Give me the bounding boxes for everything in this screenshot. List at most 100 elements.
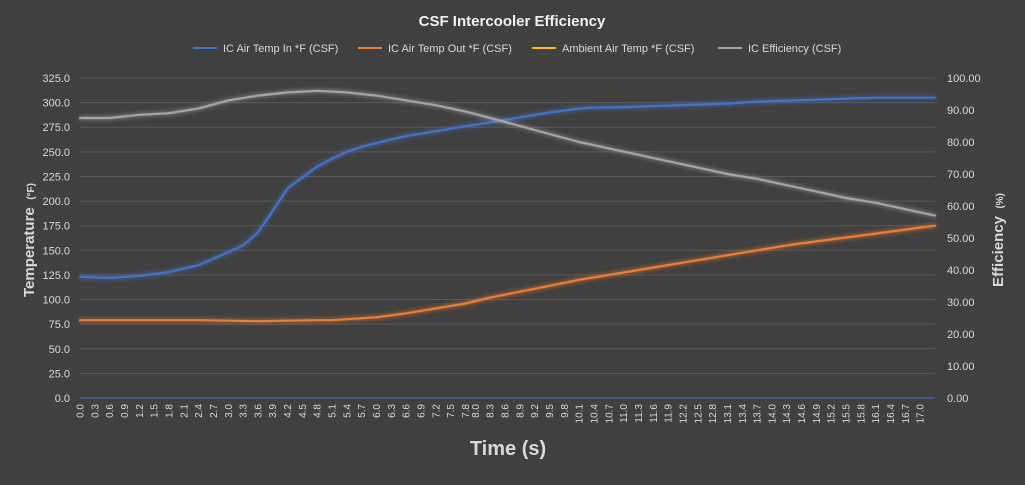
- x-tick-label: 13.1: [723, 404, 734, 424]
- x-tick-label: 13.4: [738, 404, 749, 424]
- x-tick-label: 12.2: [678, 404, 689, 424]
- x-tick-label: 9.5: [545, 404, 556, 418]
- x-tick-label: 17.0: [916, 404, 927, 424]
- y-axis-title-left-main: Temperature: [21, 207, 38, 297]
- x-tick-label: 3.0: [224, 404, 235, 418]
- x-tick-label: 12.8: [708, 404, 719, 424]
- x-tick-label: 12.5: [693, 404, 704, 424]
- y-tick-label-right: 0.00: [947, 393, 968, 405]
- x-tick-label: 8.0: [471, 404, 482, 418]
- x-tick-label: 11.0: [619, 404, 630, 423]
- y-tick-label-left: 125.0: [42, 270, 70, 282]
- x-tick-label: 6.0: [372, 404, 383, 418]
- y-tick-label-right: 80.00: [947, 137, 975, 149]
- axes: 0.0 25.0 50.0 75.0 100.0 125.0 150.0 175.0 200.0…: [42, 73, 980, 423]
- x-tick-label: 14.9: [812, 404, 823, 424]
- x-tick-label: 3.6: [253, 404, 264, 418]
- y-tick-label-left: 200.0: [42, 196, 70, 208]
- legend-label: IC Efficiency (CSF): [748, 43, 841, 55]
- x-tick-label: 15.8: [856, 404, 867, 424]
- x-tick-label: 5.4: [342, 404, 353, 418]
- x-tick-label: 14.3: [782, 404, 793, 424]
- y-tick-label-right: 90.00: [947, 105, 975, 117]
- x-tick-label: 15.5: [842, 404, 853, 424]
- x-tick-label: 2.7: [209, 404, 220, 418]
- legend-label: IC Air Temp In *F (CSF): [223, 43, 338, 55]
- y-tick-label-right: 70.00: [947, 169, 975, 181]
- y-axis-title-left: Temperature (°F): [21, 183, 38, 297]
- y-tick-label-left: 250.0: [42, 147, 70, 159]
- y-axis-title-left-unit: (°F): [26, 183, 37, 200]
- x-tick-label: 5.1: [328, 404, 339, 418]
- x-tick-label: 16.4: [886, 404, 897, 424]
- y-tick-label-right: 40.00: [947, 265, 975, 277]
- y-tick-label-left: 75.0: [49, 319, 70, 331]
- series-layer: [78, 89, 937, 328]
- x-tick-label: 11.6: [649, 404, 660, 423]
- x-tick-label: 1.8: [164, 404, 175, 418]
- x-tick-label: 8.6: [501, 404, 512, 418]
- x-tick-label: 1.5: [150, 404, 161, 418]
- x-tick-label: 2.4: [194, 404, 205, 418]
- x-tick-label: 2.1: [179, 404, 190, 418]
- series-line-4: [78, 89, 937, 217]
- y-tick-label-right: 50.00: [947, 233, 975, 245]
- x-tick-label: 7.2: [431, 404, 442, 418]
- x-tick-label: 0.9: [120, 404, 131, 418]
- x-tick-label: 10.7: [604, 404, 615, 424]
- x-tick-label: 0.0: [76, 404, 87, 418]
- series-line-2: [78, 224, 937, 323]
- y-tick-label-right: 20.00: [947, 329, 975, 341]
- x-tick-label: 9.2: [530, 404, 541, 418]
- x-tick-label: 11.9: [664, 404, 675, 423]
- x-tick-label: 8.9: [515, 404, 526, 418]
- x-tick-label: 7.5: [446, 404, 457, 418]
- y-axis-title-right-main: Efficiency: [990, 215, 1007, 287]
- x-tick-label: 1.2: [135, 404, 146, 418]
- y-tick-label-left: 50.0: [49, 344, 70, 356]
- x-axis-title: Time (s): [470, 438, 546, 460]
- y-tick-label-right: 100.00: [947, 73, 981, 85]
- x-tick-label: 6.9: [417, 404, 428, 418]
- x-tick-label: 16.1: [871, 404, 882, 424]
- y-tick-label-left: 300.0: [42, 98, 70, 110]
- legend-label: Ambient Air Temp *F (CSF): [562, 43, 694, 55]
- x-tick-label: 5.7: [357, 404, 368, 418]
- y-tick-label-left: 275.0: [42, 122, 70, 134]
- x-tick-label: 10.1: [575, 404, 586, 424]
- y-tick-label-left: 150.0: [42, 245, 70, 257]
- x-tick-label: 13.7: [753, 404, 764, 424]
- series-line-1: [78, 96, 937, 279]
- y-tick-label-left: 225.0: [42, 171, 70, 183]
- x-tick-label: 4.2: [283, 404, 294, 418]
- x-tick-label: 3.3: [239, 404, 250, 418]
- x-tick-label: 4.5: [298, 404, 309, 418]
- x-tick-label: 6.6: [402, 404, 413, 418]
- x-tick-label: 14.6: [797, 404, 808, 424]
- y-tick-label-right: 10.00: [947, 361, 975, 373]
- x-tick-label: 3.9: [268, 404, 279, 418]
- x-tick-label: 16.7: [901, 404, 912, 424]
- y-tick-label-left: 175.0: [42, 221, 70, 233]
- x-tick-label: 6.3: [387, 404, 398, 418]
- x-tick-label: 8.3: [486, 404, 497, 418]
- x-tick-label: 0.3: [90, 404, 101, 418]
- y-axis-title-right-unit: (%): [995, 193, 1006, 209]
- x-tick-label: 9.8: [560, 404, 571, 418]
- y-tick-label-left: 0.0: [55, 393, 70, 405]
- x-tick-label: 15.2: [827, 404, 838, 424]
- legend: IC Air Temp In *F (CSF) IC Air Temp Out *…: [193, 43, 841, 55]
- x-tick-label: 4.8: [313, 404, 324, 418]
- legend-label: IC Air Temp Out *F (CSF): [388, 43, 512, 55]
- y-tick-label-right: 30.00: [947, 297, 975, 309]
- y-tick-label-left: 25.0: [49, 368, 70, 380]
- y-axis-title-right: Efficiency (%): [990, 193, 1007, 287]
- chart-title: CSF Intercooler Efficiency: [419, 13, 606, 30]
- x-tick-label: 10.4: [589, 404, 600, 424]
- y-tick-label-left: 100.0: [42, 295, 70, 307]
- x-tick-label: 7.8: [461, 404, 472, 418]
- x-tick-label: 11.3: [634, 404, 645, 423]
- y-tick-label-left: 325.0: [42, 73, 70, 85]
